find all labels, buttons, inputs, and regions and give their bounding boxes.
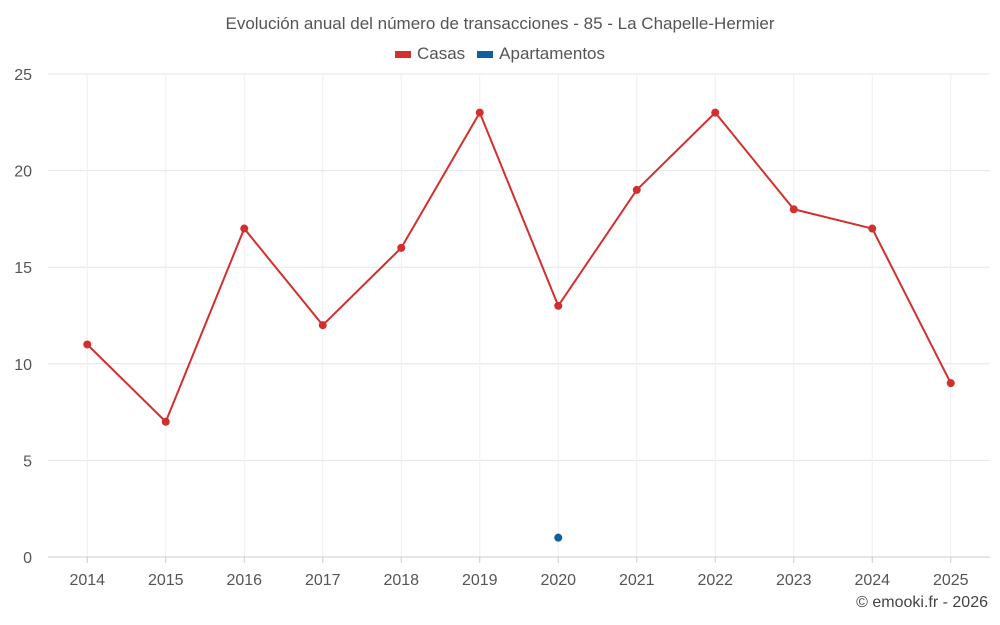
legend-swatch-casas bbox=[394, 50, 411, 58]
data-point-casas bbox=[554, 301, 563, 310]
x-tick-label: 2016 bbox=[226, 572, 262, 589]
x-tick-label: 2018 bbox=[383, 572, 419, 589]
data-point-casas bbox=[161, 417, 170, 426]
legend-label-apartamentos: Apartamentos bbox=[499, 44, 606, 63]
x-tick-label: 2022 bbox=[697, 572, 733, 589]
data-point-casas bbox=[397, 243, 406, 252]
legend-label-casas: Casas bbox=[416, 44, 466, 63]
legend-swatch-apartamentos bbox=[477, 50, 494, 58]
data-point-casas bbox=[789, 205, 798, 214]
y-tick-label: 15 bbox=[14, 260, 32, 277]
y-tick-label: 0 bbox=[23, 550, 32, 567]
x-tick-label: 2021 bbox=[619, 572, 655, 589]
y-tick-label: 10 bbox=[14, 357, 32, 374]
x-tick-label: 2025 bbox=[933, 572, 969, 589]
series-line-casas bbox=[86, 111, 952, 423]
data-point-casas bbox=[240, 224, 249, 233]
data-point-apartamentos bbox=[554, 533, 563, 542]
credit-text: © emooki.fr - 2026 bbox=[856, 594, 988, 611]
y-tick-label: 25 bbox=[14, 67, 32, 84]
y-tick-label: 20 bbox=[14, 164, 32, 181]
x-tick-label: 2017 bbox=[305, 572, 341, 589]
data-point-casas bbox=[632, 185, 641, 194]
data-point-casas bbox=[946, 379, 955, 388]
data-point-casas bbox=[868, 224, 877, 233]
y-tick-label: 5 bbox=[23, 453, 32, 470]
x-tick-label: 2023 bbox=[776, 572, 812, 589]
legend: Casas Apartamentos bbox=[0, 44, 1000, 64]
x-tick-label: 2014 bbox=[69, 572, 105, 589]
legend-item-apartamentos[interactable]: Apartamentos bbox=[477, 44, 605, 64]
chart-title: Evolución anual del número de transaccio… bbox=[225, 14, 775, 33]
x-tick-label: 2024 bbox=[854, 572, 890, 589]
legend-item-casas[interactable]: Casas bbox=[394, 44, 466, 64]
x-tick-label: 2020 bbox=[540, 572, 576, 589]
data-point-casas bbox=[83, 340, 92, 349]
x-tick-label: 2019 bbox=[462, 572, 498, 589]
data-point-casas bbox=[711, 108, 720, 117]
data-point-casas bbox=[475, 108, 484, 117]
x-tick-label: 2015 bbox=[148, 572, 184, 589]
data-point-casas bbox=[318, 321, 327, 330]
